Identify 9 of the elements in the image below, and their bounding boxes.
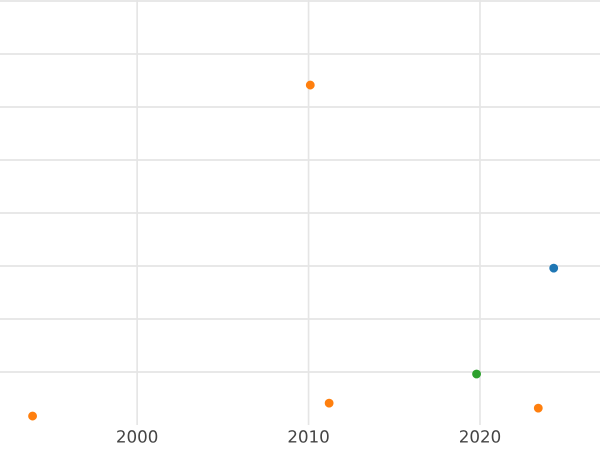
- x-tick-label: 2010: [288, 430, 329, 443]
- point: [28, 412, 37, 420]
- point: [549, 264, 558, 272]
- point: [534, 404, 543, 413]
- x-tick-label: 2020: [460, 430, 500, 443]
- point: [306, 80, 315, 90]
- point: [472, 370, 481, 378]
- point: [324, 398, 334, 408]
- x-tick-label: 2000: [117, 430, 158, 443]
